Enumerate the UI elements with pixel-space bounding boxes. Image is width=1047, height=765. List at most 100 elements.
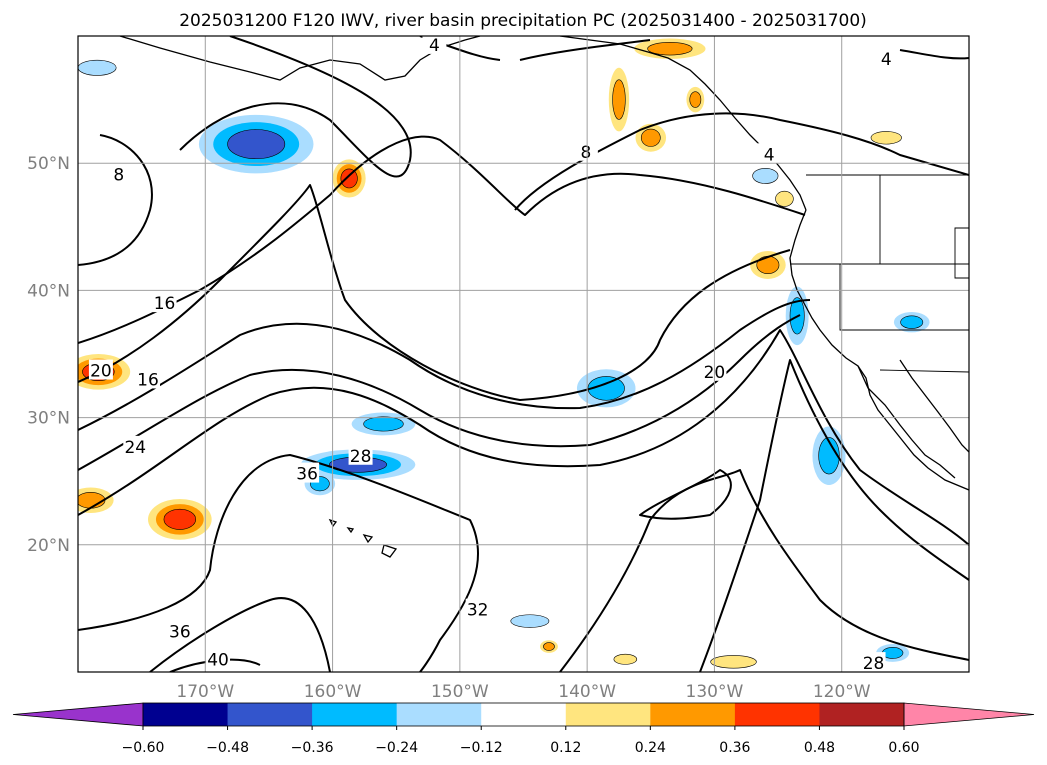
precip-band	[612, 79, 626, 120]
lon-tick-label: 130°W	[686, 682, 744, 702]
precip-band	[340, 168, 358, 189]
contour-label-bg	[106, 163, 131, 184]
contour-label: 32	[467, 601, 489, 621]
iwv-contours	[78, 36, 969, 672]
lat-tick-label: 50°N	[27, 154, 70, 174]
colorbar-segment	[565, 703, 651, 726]
precip-blob	[870, 131, 902, 145]
precip-blob	[686, 86, 705, 113]
colorbar-segment	[312, 703, 398, 726]
contour-label: 20	[90, 362, 112, 382]
precip-blob	[752, 167, 779, 184]
colorbar-frame	[142, 702, 905, 727]
colorbar-tick-label: 0.60	[888, 740, 919, 756]
colorbar-segment	[481, 703, 567, 726]
contour-28	[78, 329, 969, 546]
colorbar-tick-label: −0.60	[122, 740, 165, 756]
colorbar-tick-label: 0.36	[719, 740, 750, 756]
contour-24	[78, 314, 801, 471]
precip-blob	[750, 250, 786, 279]
contour-label-bg	[874, 47, 899, 68]
precip-band	[613, 653, 638, 665]
colorbar-segment	[819, 703, 905, 726]
precip-band	[818, 437, 840, 475]
contour-label-bg	[465, 598, 490, 619]
contour-label: 16	[137, 370, 159, 390]
precip-band	[870, 131, 902, 145]
contour-label-bg	[861, 652, 886, 672]
precip-band	[510, 614, 550, 628]
precip-band	[78, 59, 117, 76]
coastline-baja	[857, 365, 956, 479]
colorbar-tick-label: −0.12	[460, 740, 503, 756]
lat-tick-label: 20°N	[27, 536, 70, 556]
precip-blob	[893, 312, 930, 333]
precip-blob	[351, 412, 416, 436]
contour-label-bg	[152, 292, 177, 313]
lon-tick-label: 150°W	[431, 682, 489, 702]
border-us-mexico	[879, 369, 969, 373]
colorbar-tick-label: 0.24	[635, 740, 666, 756]
latitude-labels: 20°N 30°N 40°N 50°N	[27, 154, 70, 556]
lon-tick-label: 170°W	[176, 682, 234, 702]
colorbar-tick-label: 0.48	[804, 740, 835, 756]
colorbar-tick-label: −0.48	[206, 740, 249, 756]
precip-band	[710, 655, 757, 669]
colorbar-tick-label: −0.36	[291, 740, 334, 756]
colorbar-segment	[734, 703, 820, 726]
contour-8	[78, 36, 969, 266]
contour-label: 4	[764, 145, 775, 165]
contour-label-bg	[348, 444, 373, 465]
precip-band	[587, 376, 625, 401]
contour-label: 36	[296, 465, 318, 485]
contour-label: 4	[429, 36, 440, 56]
coastline-gulf-of-california	[899, 359, 969, 453]
contour-16	[78, 184, 791, 401]
precip-blob	[198, 114, 314, 174]
contour-label-bg	[167, 620, 192, 641]
precip-blob	[148, 499, 212, 540]
precip-blob	[775, 190, 794, 207]
figure-title: 2025031200 F120 IWV, river basin precipi…	[179, 11, 867, 31]
precip-band	[647, 42, 693, 56]
map-frame	[77, 35, 970, 673]
colorbar-extend-low	[12, 702, 144, 727]
contour-label: 28	[863, 654, 885, 674]
colorbar-tick-label: 0.12	[550, 740, 581, 756]
precip-blob	[635, 123, 667, 152]
contour-label-bg	[88, 359, 113, 380]
precip-band	[640, 128, 661, 147]
contour-label: 8	[113, 166, 124, 186]
lat-tick-label: 40°N	[27, 281, 70, 301]
contour-label-bg	[757, 143, 782, 164]
lon-tick-label: 160°W	[304, 682, 362, 702]
contour-label: 24	[124, 438, 146, 458]
precip-band	[900, 315, 924, 329]
colorbar: −0.60 −0.48 −0.36 −0.24 −0.12 0.12 0.24 0.36 0.4…	[12, 702, 1035, 756]
contour-label-bg	[573, 140, 598, 161]
precip-blob	[608, 67, 630, 132]
precip-band	[775, 190, 794, 207]
contour-label: 36	[169, 622, 191, 642]
precip-band	[78, 492, 106, 509]
precip-band	[752, 167, 779, 184]
contour-label: 4	[881, 50, 892, 70]
colorbar-segment	[143, 703, 229, 726]
precip-band	[543, 642, 555, 651]
colorbar-segment	[227, 703, 313, 726]
state-borders	[790, 175, 969, 331]
contour-blob-a	[639, 469, 732, 520]
precip-band	[689, 91, 702, 108]
contour-32	[78, 359, 969, 672]
contour-label-bg	[295, 462, 320, 483]
contour-label: 40	[207, 650, 229, 670]
contour-36	[149, 469, 969, 672]
lon-tick-label: 120°W	[813, 682, 871, 702]
precip-band	[227, 129, 286, 160]
colorbar-tick-label: −0.24	[375, 740, 418, 756]
precip-blob	[510, 614, 550, 628]
contour-label-bg	[422, 36, 447, 54]
